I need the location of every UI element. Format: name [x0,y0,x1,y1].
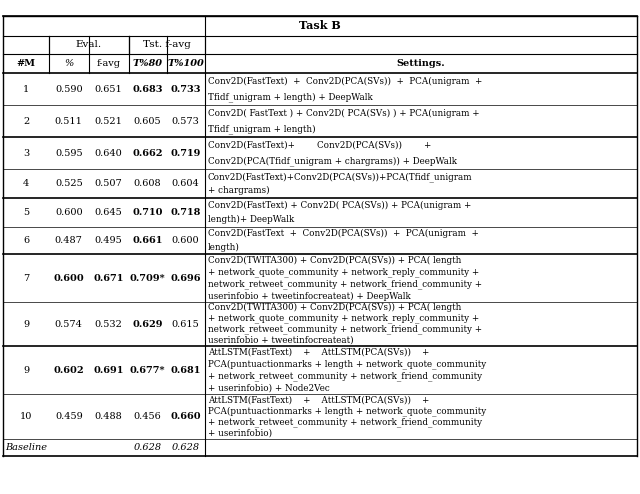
Text: 0.525: 0.525 [55,179,83,188]
Text: Baseline: Baseline [5,443,47,452]
Text: userinfobio + tweetinfocreateat) + DeepWalk: userinfobio + tweetinfocreateat) + DeepW… [208,292,411,301]
Text: 0.488: 0.488 [95,412,123,421]
Text: 0.521: 0.521 [95,117,123,126]
Text: 0.628: 0.628 [172,443,200,452]
Text: + network_retweet_community + network_friend_community: + network_retweet_community + network_fr… [208,371,482,381]
Text: 0.600: 0.600 [55,208,83,217]
Text: 2: 2 [23,117,29,126]
Text: Conv2D(PCA(Tfidf_unigram + chargrams)) + DeepWalk: Conv2D(PCA(Tfidf_unigram + chargrams)) +… [208,157,457,166]
Text: length)+ DeepWalk: length)+ DeepWalk [208,215,294,224]
Text: 0.718: 0.718 [170,208,201,217]
Text: 0.683: 0.683 [132,84,163,94]
Text: Settings.: Settings. [396,59,445,68]
Text: 0.710: 0.710 [132,208,163,217]
Text: 0.660: 0.660 [170,412,201,421]
Text: PCA(puntuactionmarks + length + network_quote_community: PCA(puntuactionmarks + length + network_… [208,359,486,369]
Text: 0.590: 0.590 [55,84,83,94]
Text: 0.456: 0.456 [134,412,161,421]
Text: 0.487: 0.487 [55,236,83,245]
Text: length): length) [208,243,240,251]
Text: 4: 4 [23,179,29,188]
Text: Conv2D( FastText ) + Conv2D( PCA(SVs) ) + PCA(unigram +: Conv2D( FastText ) + Conv2D( PCA(SVs) ) … [208,109,479,118]
Text: f-avg: f-avg [97,59,121,68]
Text: 0.719: 0.719 [170,149,201,158]
Text: Tfidf_unigram + length) + DeepWalk: Tfidf_unigram + length) + DeepWalk [208,92,372,102]
Text: #M: #M [17,59,35,68]
Text: + userinfobio) + Node2Vec: + userinfobio) + Node2Vec [208,384,330,393]
Text: 0.600: 0.600 [172,236,200,245]
Text: 0.600: 0.600 [53,274,84,283]
Text: 1: 1 [23,84,29,94]
Text: Conv2D(TWITA300) + Conv2D(PCA(SVs)) + PCA( length: Conv2D(TWITA300) + Conv2D(PCA(SVs)) + PC… [208,303,461,312]
Text: %: % [64,59,74,68]
Text: + userinfobio): + userinfobio) [208,429,272,438]
Text: + network_quote_community + network_reply_community +: + network_quote_community + network_repl… [208,267,479,277]
Text: 5: 5 [23,208,29,217]
Text: + network_quote_community + network_reply_community +: + network_quote_community + network_repl… [208,314,479,324]
Text: + chargrams): + chargrams) [208,186,269,196]
Text: 0.459: 0.459 [55,412,83,421]
Text: Tfidf_unigram + length): Tfidf_unigram + length) [208,124,316,134]
Text: 0.662: 0.662 [132,149,163,158]
Text: 0.645: 0.645 [95,208,123,217]
Text: T%80: T%80 [132,59,163,68]
Text: 9: 9 [23,366,29,374]
Text: Conv2D(FastText)  +  Conv2D(PCA(SVs))  +  PCA(unigram  +: Conv2D(FastText) + Conv2D(PCA(SVs)) + PC… [208,77,483,85]
Text: 0.532: 0.532 [95,320,123,329]
Text: Conv2D(FastText) + Conv2D( PCA(SVs)) + PCA(unigram +: Conv2D(FastText) + Conv2D( PCA(SVs)) + P… [208,201,471,210]
Text: 0.628: 0.628 [134,443,162,452]
Text: Conv2D(FastText)+Conv2D(PCA(SVs))+PCA(Tfidf_unigram: Conv2D(FastText)+Conv2D(PCA(SVs))+PCA(Tf… [208,172,472,181]
Text: T%100: T%100 [167,59,204,68]
Text: 0.511: 0.511 [55,117,83,126]
Text: 0.595: 0.595 [55,149,83,158]
Text: Tst. f-avg: Tst. f-avg [143,41,191,49]
Text: network_retweet_community + network_friend_community +: network_retweet_community + network_frie… [208,279,482,289]
Text: 0.677*: 0.677* [130,366,165,374]
Text: 0.574: 0.574 [55,320,83,329]
Text: 6: 6 [23,236,29,245]
Text: 9: 9 [23,320,29,329]
Text: 3: 3 [23,149,29,158]
Text: 0.629: 0.629 [132,320,163,329]
Text: Conv2D(FastText  +  Conv2D(PCA(SVs))  +  PCA(unigram  +: Conv2D(FastText + Conv2D(PCA(SVs)) + PCA… [208,229,479,238]
Text: 0.495: 0.495 [95,236,123,245]
Text: 0.573: 0.573 [172,117,200,126]
Text: 0.507: 0.507 [95,179,123,188]
Text: Conv2D(FastText)+        Conv2D(PCA(SVs))        +: Conv2D(FastText)+ Conv2D(PCA(SVs)) + [208,141,431,150]
Text: 0.651: 0.651 [95,84,123,94]
Text: Eval.: Eval. [76,41,102,49]
Text: PCA(puntuactionmarks + length + network_quote_community: PCA(puntuactionmarks + length + network_… [208,406,486,416]
Text: + network_retweet_community + network_friend_community: + network_retweet_community + network_fr… [208,417,482,427]
Text: 0.615: 0.615 [172,320,200,329]
Text: 0.608: 0.608 [134,179,161,188]
Text: AttLSTM(FastText)    +    AttLSTM(PCA(SVs))    +: AttLSTM(FastText) + AttLSTM(PCA(SVs)) + [208,347,429,356]
Text: 0.661: 0.661 [132,236,163,245]
Text: userinfobio + tweetinfocreateat): userinfobio + tweetinfocreateat) [208,336,353,345]
Text: network_retweet_community + network_friend_community +: network_retweet_community + network_frie… [208,325,482,334]
Text: 10: 10 [20,412,32,421]
Text: 7: 7 [23,274,29,283]
Text: Conv2D(TWITA300) + Conv2D(PCA(SVs)) + PCA( length: Conv2D(TWITA300) + Conv2D(PCA(SVs)) + PC… [208,255,461,264]
Text: 0.733: 0.733 [170,84,201,94]
Text: Task B: Task B [299,20,341,31]
Text: 0.681: 0.681 [170,366,201,374]
Text: 0.709*: 0.709* [130,274,166,283]
Text: 0.671: 0.671 [93,274,124,283]
Text: 0.605: 0.605 [134,117,161,126]
Text: 0.640: 0.640 [95,149,123,158]
Text: 0.696: 0.696 [170,274,201,283]
Text: AttLSTM(FastText)    +    AttLSTM(PCA(SVs))    +: AttLSTM(FastText) + AttLSTM(PCA(SVs)) + [208,395,429,404]
Text: 0.691: 0.691 [93,366,124,374]
Text: 0.604: 0.604 [172,179,200,188]
Text: 0.602: 0.602 [54,366,84,374]
